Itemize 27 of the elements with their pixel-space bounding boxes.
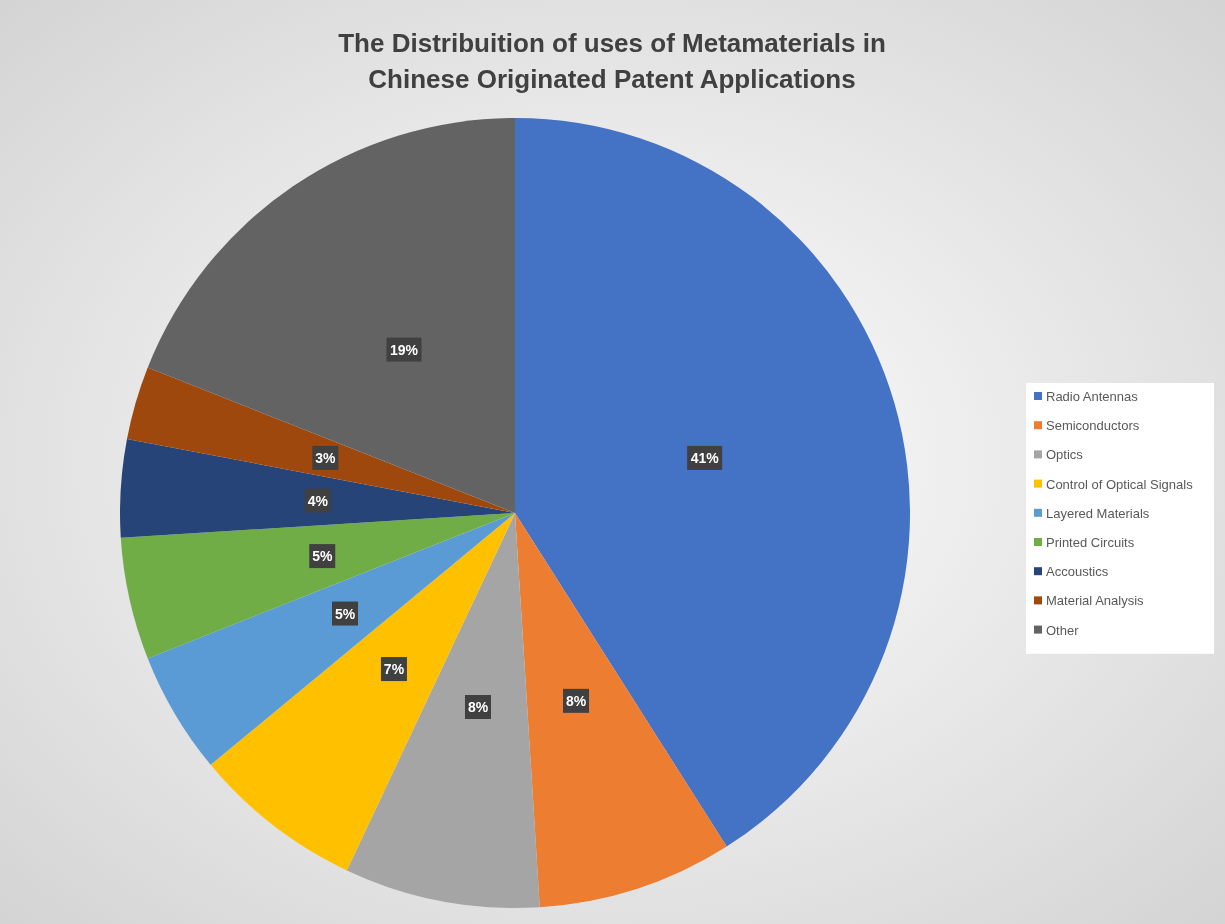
- pie-slice: [210, 513, 515, 871]
- data-label: 7%: [383, 661, 405, 678]
- data-label: 5%: [334, 605, 356, 622]
- pie-slice: [515, 118, 910, 847]
- legend-label: Semiconductors: [1046, 418, 1140, 434]
- legend-label: Accoustics: [1046, 564, 1109, 580]
- pie-slice: [147, 118, 515, 513]
- legend-label: Radio Antennas: [1046, 389, 1139, 404]
- data-label: 8%: [467, 699, 489, 715]
- pie-slice: [120, 513, 515, 659]
- data-label: 8%: [565, 692, 587, 709]
- data-label: 3%: [315, 449, 337, 466]
- chart-title: The Distribuition of uses of Metamaterials in Chinese Originated Patent Applications: [338, 28, 886, 94]
- legend-label: Other: [1046, 622, 1080, 638]
- pie-slice: [147, 513, 515, 765]
- legend-label: Control of Optical Signals: [1046, 476, 1194, 492]
- legend-label: Material Analysis: [1046, 593, 1145, 609]
- pie-slice: [515, 513, 727, 908]
- pie-slice: [127, 367, 515, 513]
- data-label: 4%: [307, 492, 329, 509]
- data-label: 41%: [690, 449, 720, 466]
- legend-label: Optics: [1046, 447, 1084, 463]
- pie-slice: [120, 438, 515, 538]
- legend-label: Layered Materials: [1046, 505, 1150, 521]
- data-label: 5%: [312, 548, 333, 565]
- legend-label: Printed Circuits: [1046, 535, 1135, 550]
- data-label: 19%: [389, 341, 419, 358]
